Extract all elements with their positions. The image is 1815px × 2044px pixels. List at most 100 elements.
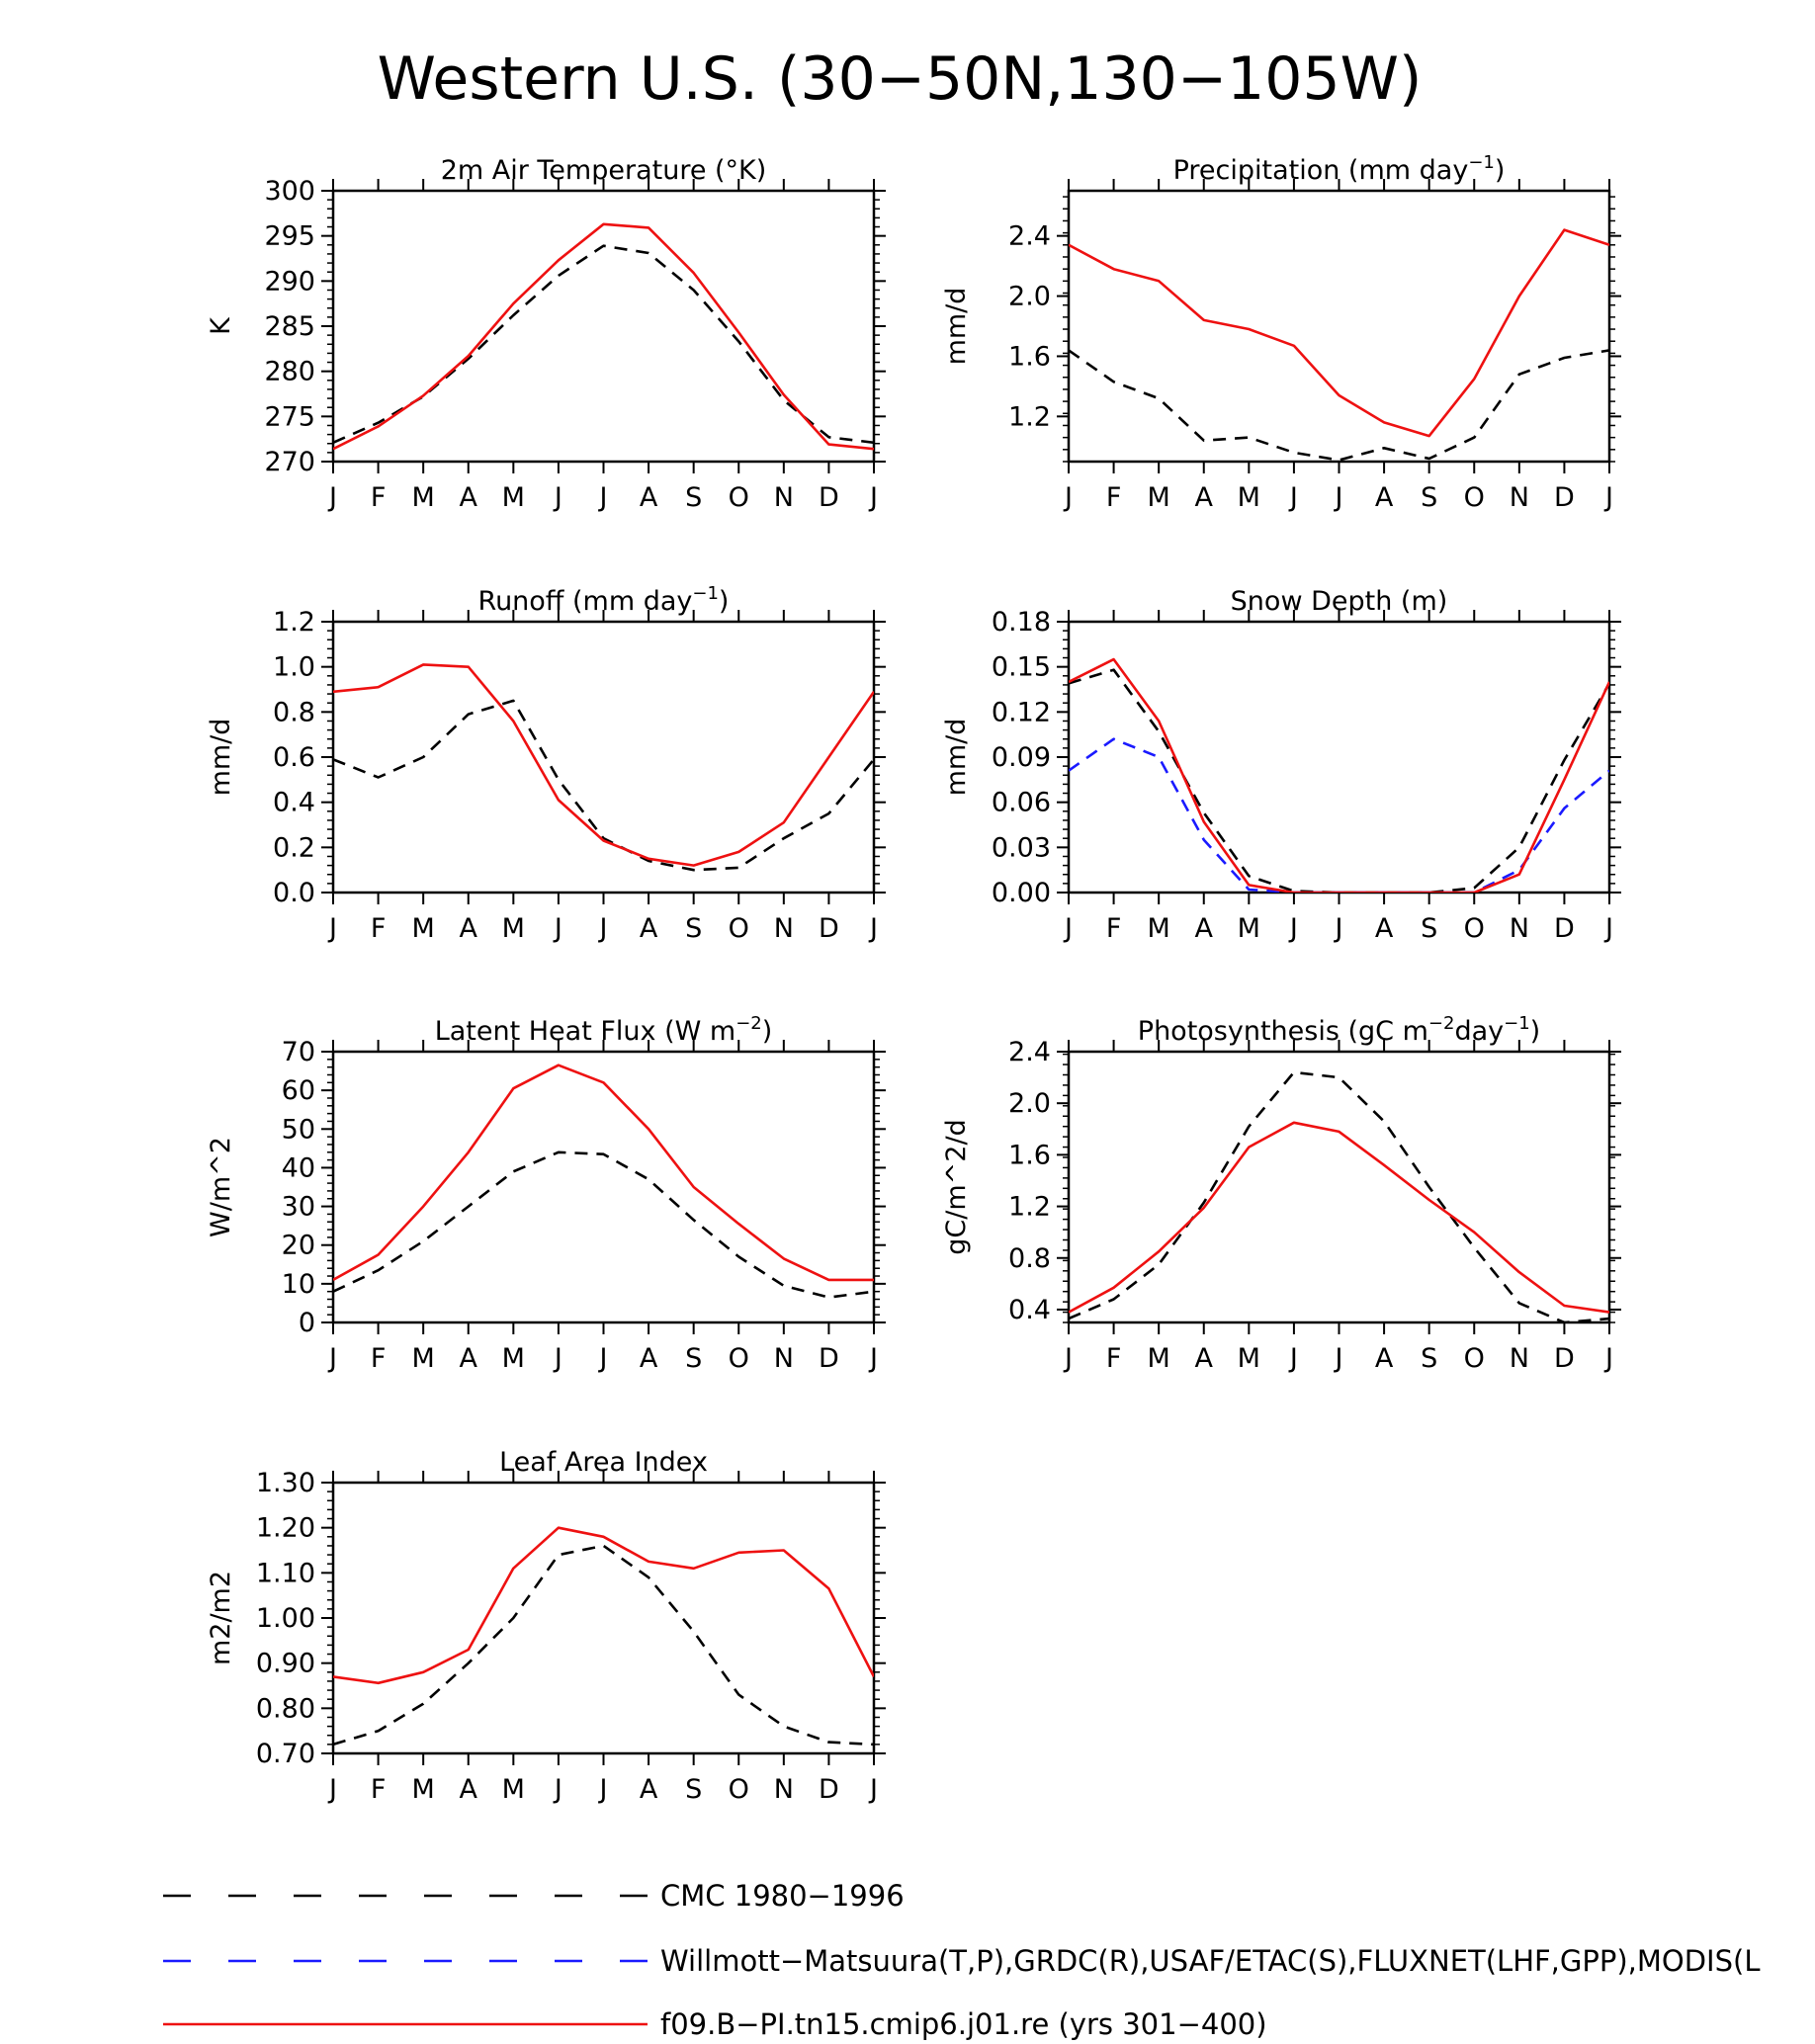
x-tick-label: J [598,1774,608,1805]
y-tick-label: 0.6 [273,742,315,773]
x-tick-label: M [1148,482,1170,513]
y-tick-label: 0.4 [1008,1295,1051,1325]
series-line-0 [333,244,874,445]
panel-title-text: Precipitation (mm day [1173,155,1469,186]
panel-title-text-end: ) [719,586,730,617]
x-tick-label: D [1554,913,1575,944]
plot-frame [331,620,876,894]
y-tick-label: 290 [264,266,315,297]
x-tick-label: N [774,913,794,944]
series-line-1 [1069,228,1609,438]
y-tick-label: 0.4 [273,788,315,818]
y-tick-label: 10 [282,1269,315,1300]
series-line-1 [333,222,874,451]
y-tick-label: 1.00 [256,1603,315,1634]
x-tick-label: N [1510,1343,1529,1374]
plot-frame [331,189,876,464]
panel-title-text: Runoff (mm day [478,586,693,617]
y-tick-label: 0.80 [256,1693,315,1724]
x-tick-label: F [371,913,387,944]
x-tick-label: A [460,913,478,944]
x-tick-label: N [1510,913,1529,944]
panel-title: Photosynthesis (gC m−2day−1) [1138,1013,1540,1047]
y-tick-label: 1.6 [1008,1140,1051,1170]
x-tick-label: F [371,1343,387,1374]
panel-title-superscript: −2 [1428,1013,1455,1034]
y-tick-label: 0.09 [992,742,1051,773]
y-tick-label: 275 [264,401,315,432]
x-tick-label: F [1106,913,1122,944]
x-tick-label: J [598,482,608,513]
x-tick-label: J [553,482,562,513]
x-tick-label: J [1288,1343,1298,1374]
x-tick-label: F [371,482,387,513]
x-tick-label: S [1421,482,1437,513]
panel-title-text-end: ) [1530,1016,1541,1047]
y-tick-label: 0.00 [992,878,1051,908]
y-tick-label: 1.30 [256,1468,315,1498]
panel-1: J F M A M J J A S O N D J1.21.62.02.4mm/dPrecipitati… [941,152,1621,513]
x-tick-label: M [412,1343,435,1374]
series-line-1 [333,1064,874,1282]
figure-title: Western U.S. (30−50N,130−105W) [378,44,1423,114]
panel-title-superscript: −1 [1468,152,1495,173]
series-line-0 [1069,349,1609,462]
x-tick-label: J [1334,482,1343,513]
x-tick-label: M [502,482,525,513]
series-line-1 [1069,737,1609,893]
x-tick-label: F [1106,482,1122,513]
x-tick-label: J [1063,913,1073,944]
x-tick-label: O [1464,913,1485,944]
x-tick-label: J [598,1343,608,1374]
panel-title: Leaf Area Index [499,1447,708,1478]
y-tick-label: 70 [282,1037,315,1067]
y-tick-label: 0.2 [273,832,315,863]
x-tick-label: J [868,913,878,944]
y-tick-label: 0.0 [273,878,315,908]
legend: CMC 1980−1996 Willmott−Matsuura(T,P),GRDC… [163,1879,1761,2041]
panel-title-text: Snow Depth (m) [1231,586,1448,617]
plot-frame [331,1050,876,1324]
plot-frame [1067,620,1611,894]
x-tick-label: J [327,482,337,513]
x-tick-label: O [729,913,749,944]
x-tick-label: S [685,482,702,513]
x-tick-label: J [1334,913,1343,944]
x-tick-label: J [1603,1343,1613,1374]
x-tick-label: N [774,1774,794,1805]
y-tick-label: 0.8 [1008,1243,1051,1274]
y-tick-label: 2.0 [1008,1088,1051,1119]
x-tick-label: D [1554,1343,1575,1374]
y-tick-label: 20 [282,1231,315,1261]
x-tick-label: O [729,1774,749,1805]
x-tick-label: M [412,913,435,944]
x-tick-label: J [553,1774,562,1805]
x-tick-label: J [327,1343,337,1374]
x-tick-label: N [1510,482,1529,513]
x-tick-label: J [1063,482,1073,513]
x-tick-label: M [412,482,435,513]
x-tick-label: J [1334,1343,1343,1374]
x-tick-label: J [868,1774,878,1805]
y-tick-label: 0.03 [992,832,1051,863]
y-tick-label: 0.70 [256,1739,315,1769]
x-tick-label: D [1554,482,1575,513]
panel-title-text-end: ) [1495,155,1506,186]
panel-title-text: Leaf Area Index [499,1447,708,1478]
y-tick-label: 0.18 [992,607,1051,638]
series-line-1 [1069,1121,1609,1314]
x-tick-label: F [1106,1343,1122,1374]
x-tick-label: D [819,1343,839,1374]
series-line-0 [333,1544,874,1746]
x-tick-label: A [640,482,658,513]
x-tick-label: M [1238,1343,1260,1374]
panel-title: Precipitation (mm day−1) [1173,152,1506,186]
panel-title-superscript: −1 [692,583,719,604]
y-axis-label: gC/m^2/d [941,1119,972,1254]
series-line-0 [333,1150,874,1299]
x-tick-label: A [640,1343,658,1374]
panel-5: J F M A M J J A S O N D J0.40.81.21.62.02.4gC/m^2/dP… [941,1013,1621,1374]
x-tick-label: A [1375,913,1394,944]
x-tick-label: A [1195,482,1214,513]
x-tick-label: J [1603,482,1613,513]
